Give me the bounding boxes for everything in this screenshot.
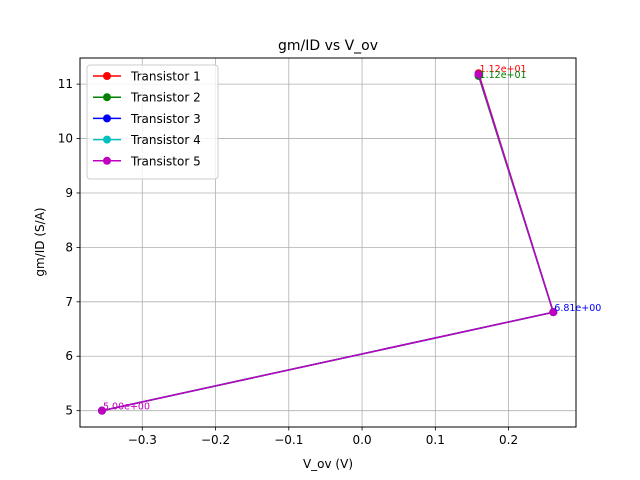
series-marker (474, 70, 483, 79)
x-axis-ticks: −0.3 −0.2 −0.1 0.0 0.1 0.2 (128, 427, 518, 447)
legend-marker (103, 72, 111, 80)
grid-lines (80, 58, 576, 427)
legend-marker (103, 135, 111, 144)
legend-label: Transistor 5 (130, 154, 201, 168)
data-label: 6.81e+00 (554, 303, 601, 314)
y-tick-label: 9 (65, 186, 73, 200)
legend-label: Transistor 4 (130, 133, 201, 147)
annotations-layer: 1.12e+011.12e+01 6.81e+00 5.00e+00 (103, 64, 601, 412)
data-label: 1.12e+01 (480, 70, 527, 81)
series-marker (549, 308, 558, 317)
x-tick-label: −0.1 (274, 433, 303, 447)
x-tick-label: 0.0 (353, 433, 372, 447)
legend-label: Transistor 3 (130, 112, 201, 126)
legend-marker (103, 93, 111, 102)
legend: Transistor 1 Transistor 2 Transistor 3 Tran… (86, 64, 219, 180)
data-label: 1.12e+01 (480, 64, 527, 75)
data-label: 5.00e+00 (103, 402, 150, 413)
legend-marker (103, 114, 111, 123)
series-marker (97, 406, 106, 415)
legend-label: Transistor 1 (130, 70, 201, 84)
y-axis-ticks: 5 6 7 8 9 10 11 (58, 77, 80, 418)
y-tick-label: 8 (65, 240, 73, 254)
x-tick-label: −0.2 (201, 433, 230, 447)
y-tick-label: 6 (65, 349, 73, 363)
y-tick-label: 11 (58, 77, 73, 91)
legend-marker (103, 156, 111, 165)
series-layer (97, 69, 558, 415)
y-tick-label: 5 (65, 404, 73, 418)
x-tick-label: 0.1 (426, 433, 445, 447)
x-tick-label: −0.3 (128, 433, 157, 447)
chart-title: gm/ID vs V_ov (278, 38, 378, 54)
x-axis-label: V_ov (V) (303, 457, 353, 471)
y-tick-label: 7 (65, 295, 73, 309)
y-axis-label: gm/ID (S/A) (33, 207, 47, 276)
plot-frame (79, 57, 577, 428)
x-tick-label: 0.2 (499, 433, 518, 447)
legend-label: Transistor 2 (130, 91, 201, 105)
legend-box (86, 64, 219, 180)
y-tick-label: 10 (58, 132, 73, 146)
